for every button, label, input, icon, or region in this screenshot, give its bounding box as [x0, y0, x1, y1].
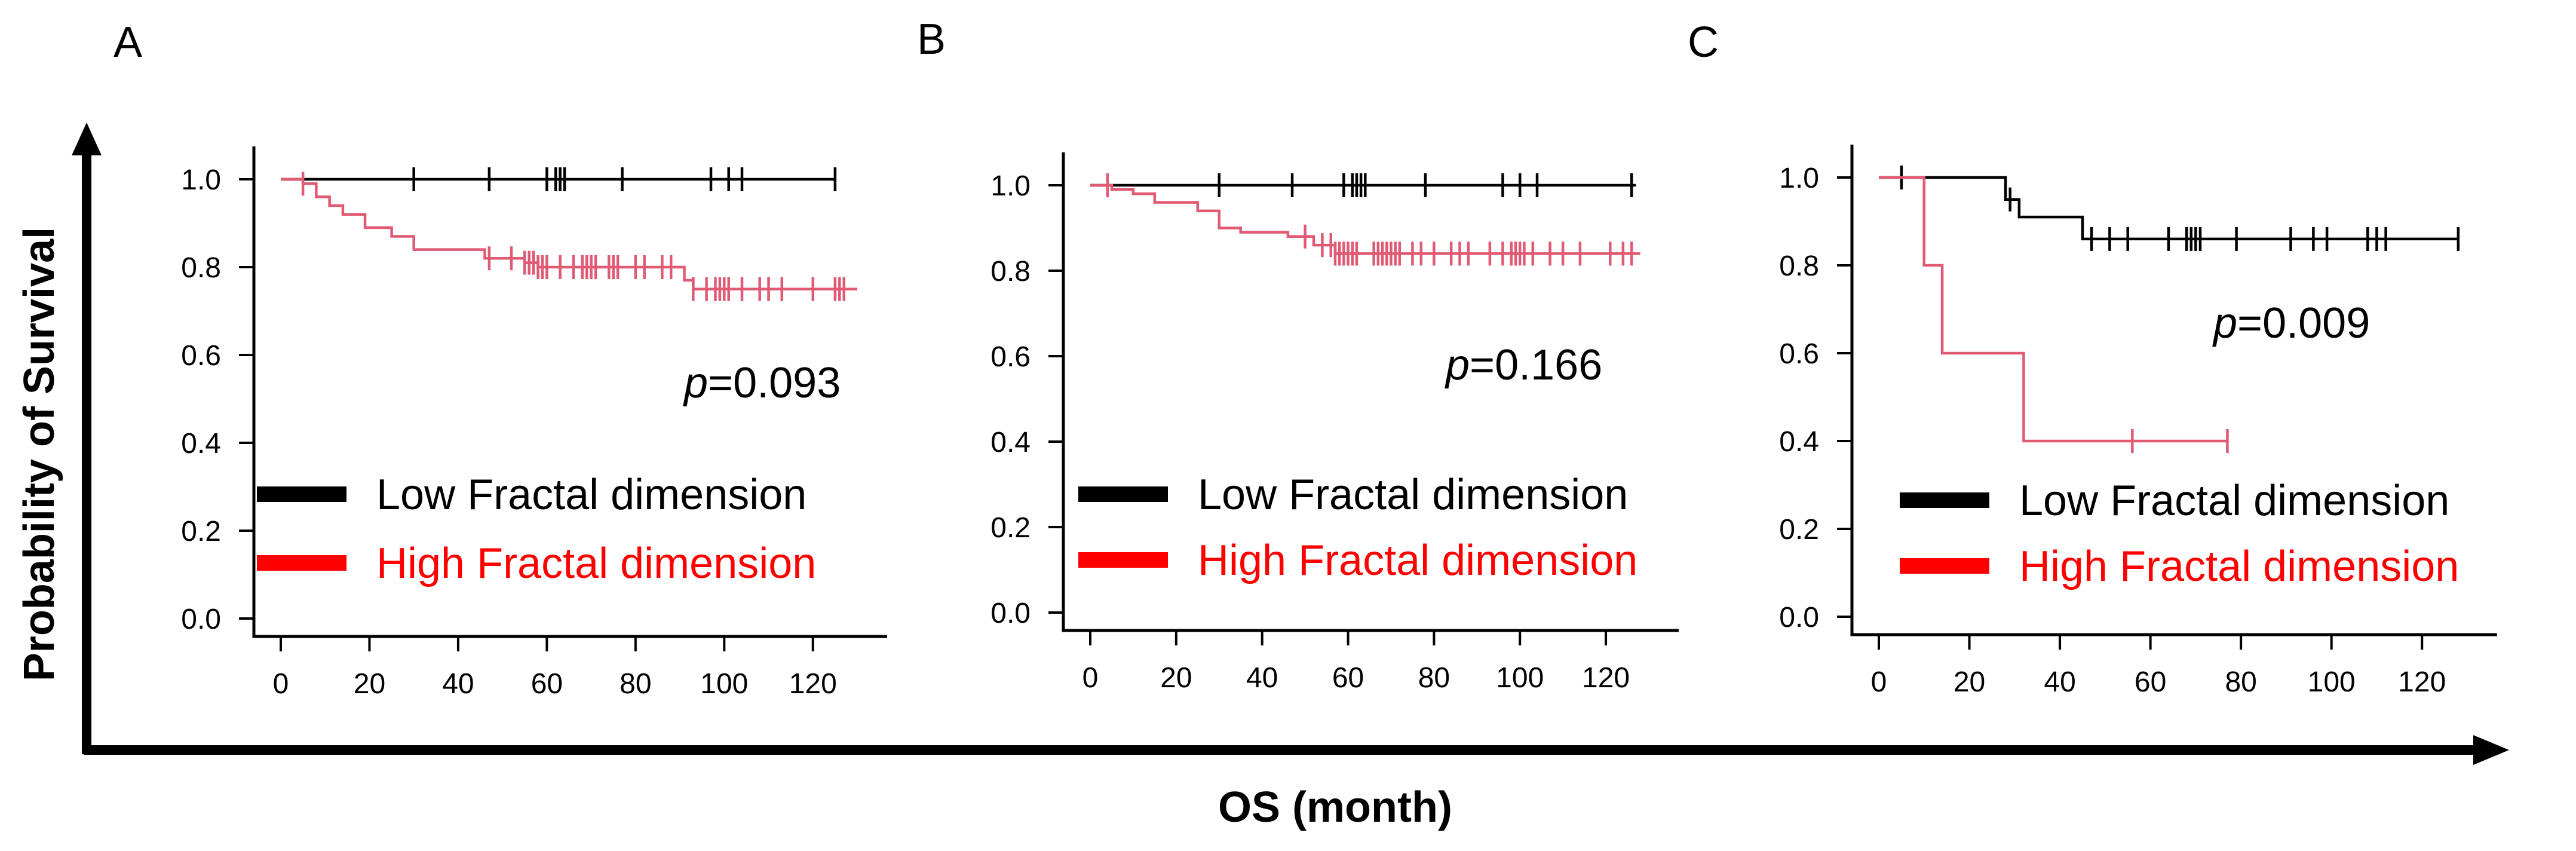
x-tick-label: 40	[2044, 666, 2075, 698]
x-tick-label: 60	[2135, 666, 2166, 698]
x-tick-label: 0	[1082, 662, 1099, 694]
p-value-annotation: p=0.009	[2212, 299, 2370, 347]
p-value-italic: p	[2212, 299, 2237, 347]
y-tick-label: 0.0	[990, 598, 1031, 629]
panel-label-a: A	[114, 19, 142, 66]
p-value-text: =0.093	[708, 359, 841, 407]
axis-frame	[252, 146, 887, 638]
y-tick-label: 0.6	[1779, 338, 1819, 370]
high-series-line	[281, 177, 857, 290]
p-value-text: =0.166	[1470, 341, 1602, 389]
y-tick-label: 0.4	[990, 427, 1031, 458]
legend-label-low: Low Fractal dimension	[376, 471, 806, 519]
legend-label-low: Low Fractal dimension	[1198, 471, 1628, 519]
p-value-italic: p	[1445, 341, 1470, 389]
p-value-annotation: p=0.166	[1445, 341, 1602, 389]
high-series-line	[1090, 183, 1640, 255]
y-tick-label: 1.0	[181, 164, 221, 196]
y-tick-label: 0.2	[181, 516, 221, 547]
legend-label-high: High Fractal dimension	[376, 540, 816, 587]
y-tick-label: 0.0	[181, 604, 221, 635]
p-value-annotation: p=0.093	[683, 359, 841, 407]
p-value-text: =0.009	[2237, 299, 2370, 347]
panel-label-b: B	[917, 16, 946, 63]
y-tick-label: 1.0	[1779, 163, 1819, 194]
legend-swatch-low	[1078, 486, 1168, 502]
y-tick-label: 0.2	[1779, 514, 1819, 546]
x-tick-label: 120	[2398, 666, 2446, 698]
x-tick-label: 20	[354, 668, 385, 700]
x-tick-label: 20	[1954, 666, 1985, 698]
x-tick-label: 120	[1582, 662, 1630, 694]
legend-swatch-high	[1078, 552, 1168, 568]
x-tick-label: 0	[1871, 666, 1887, 698]
x-tick-label: 0	[273, 668, 289, 700]
legend-swatch-high	[257, 555, 346, 571]
legend-swatch-low	[257, 486, 346, 502]
x-tick-label: 80	[1418, 662, 1450, 694]
panel-c: 0.0 0.2 0.4 0.6 0.8 1.0 0 20 40 60 80 100 120 p=0.009…	[1779, 145, 2497, 698]
p-value-italic: p	[683, 359, 708, 407]
legend-label-high: High Fractal dimension	[2019, 543, 2459, 590]
high-series-line	[1879, 176, 2228, 443]
outer-x-axis-label: OS (month)	[1218, 783, 1452, 831]
x-tick-label: 100	[700, 668, 748, 700]
panel-label-c: C	[1688, 19, 1719, 66]
x-tick-label: 100	[1496, 662, 1544, 694]
y-tick-label: 0.8	[1779, 250, 1819, 282]
legend-swatch-high	[1900, 558, 1989, 574]
x-tick-label: 100	[2308, 666, 2356, 698]
x-tick-label: 80	[2225, 666, 2256, 698]
outer-y-axis-label: Probability of Survival	[16, 227, 63, 681]
outer-x-axis-arrow	[84, 735, 2509, 765]
x-tick-label: 60	[1332, 662, 1364, 694]
x-tick-label: 40	[1246, 662, 1278, 694]
outer-y-axis-arrow	[72, 123, 102, 754]
panel-a: 0.0 0.2 0.4 0.6 0.8 1.0 0 20 40 60 80 100 120 p=0.093…	[181, 146, 887, 700]
legend-label-high: High Fractal dimension	[1198, 537, 1637, 584]
x-tick-label: 40	[442, 668, 474, 700]
y-tick-label: 0.6	[990, 341, 1031, 373]
x-tick-label: 20	[1160, 662, 1192, 694]
y-tick-label: 0.8	[990, 256, 1031, 287]
x-tick-label: 80	[620, 668, 651, 700]
axis-frame	[1850, 145, 2497, 636]
legend-label-low: Low Fractal dimension	[2019, 477, 2449, 525]
y-tick-label: 0.6	[181, 340, 221, 372]
panel-b: 0.0 0.2 0.4 0.6 0.8 1.0 0 20 40 60 80 100 120 p=0.166…	[990, 152, 1679, 694]
y-tick-label: 0.2	[990, 512, 1031, 544]
y-tick-label: 0.0	[1779, 602, 1819, 633]
y-tick-label: 0.4	[1779, 426, 1819, 458]
y-tick-label: 0.4	[181, 428, 221, 460]
x-tick-label: 120	[789, 668, 837, 700]
low-series-line	[1879, 176, 2458, 241]
y-tick-label: 1.0	[990, 170, 1031, 202]
y-tick-label: 0.8	[181, 252, 221, 284]
x-tick-label: 60	[531, 668, 563, 700]
legend-swatch-low	[1900, 492, 1989, 508]
axis-frame	[1062, 152, 1679, 632]
